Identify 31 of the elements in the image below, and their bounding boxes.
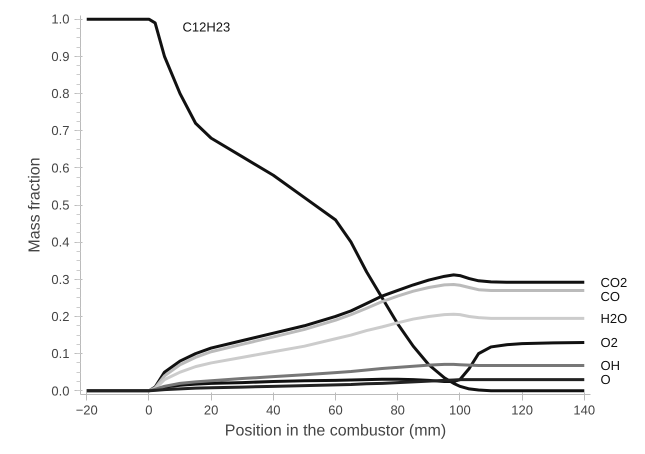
y-tick-label: 0.1 [51,346,70,362]
series-label: CO [600,288,620,304]
line-series [85,18,586,392]
x-tick-label: 0 [145,402,153,418]
y-tick-label: 0.5 [51,198,70,212]
y-axis-title: Mass fraction [26,157,44,253]
y-tick-label: 0.9 [51,48,70,64]
y-tick-label: 1.0 [51,12,70,27]
x-tick-label: 140 [573,402,596,418]
x-tick-label: −20 [76,402,98,418]
y-tick-label: 0.3 [51,272,70,287]
x-tick-label: 20 [204,402,218,418]
y-tick-label: 0.8 [51,86,70,102]
x-tick-label: 40 [266,402,281,418]
series-label: H2O [600,310,628,326]
line-series [85,378,586,392]
x-tick-label: 100 [449,402,471,418]
y-tick-label: 0.2 [51,308,70,324]
x-axis-title: Position in the combustor (mm) [224,422,446,440]
series-label: CO2 [600,274,628,290]
x-tick-label: 80 [390,402,405,418]
series-label: OH [600,358,620,374]
y-tick-label: 0.4 [51,234,70,250]
y-tick-label: 0.6 [51,160,70,176]
series-label: O2 [600,334,618,350]
x-tick-label: 60 [328,402,343,418]
series-label: O [600,372,611,388]
y-tick-label: 0.7 [51,123,70,138]
x-tick-label: 120 [511,402,533,418]
y-tick-label: 0.0 [51,383,70,398]
annotation: C12H23 [182,19,230,34]
